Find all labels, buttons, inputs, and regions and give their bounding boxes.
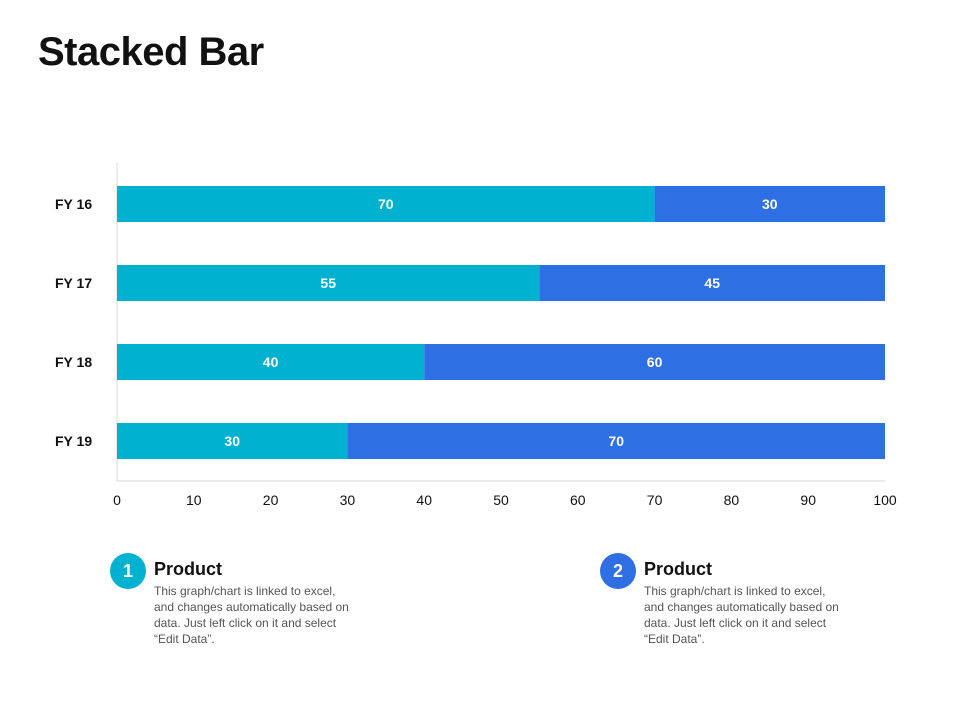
- bar-segment: [424, 344, 885, 380]
- page-title: Stacked Bar: [38, 30, 264, 74]
- x-tick-label: 40: [416, 492, 432, 508]
- y-category-label: FY 19: [55, 433, 92, 449]
- x-tick-label: 70: [647, 492, 663, 508]
- bar-data-label: 60: [647, 354, 663, 370]
- bar-segment: [117, 186, 655, 222]
- x-tick-label: 80: [724, 492, 740, 508]
- bar-segment: [654, 186, 885, 222]
- x-tick-label: 20: [263, 492, 279, 508]
- legend-title-1: Product: [154, 559, 223, 579]
- x-tick-label: 10: [186, 492, 202, 508]
- bar-segment: [117, 423, 348, 459]
- y-category-label: FY 18: [55, 354, 92, 370]
- legend-description-2: This graph/chart is linked to excel, and…: [644, 584, 839, 646]
- legend-title-2: Product: [644, 559, 713, 579]
- legend-number-badge-2: 2: [600, 553, 636, 589]
- bar-segment: [539, 265, 885, 301]
- legend-number-badge-1: 1: [110, 553, 146, 589]
- y-category-label: FY 17: [55, 275, 92, 291]
- bar-data-label: 55: [320, 275, 336, 291]
- bar-segment: [117, 344, 425, 380]
- bar-segment: [347, 423, 885, 459]
- x-tick-label: 60: [570, 492, 586, 508]
- x-tick-label: 0: [113, 492, 121, 508]
- bar-segment: [117, 265, 540, 301]
- x-tick-label: 50: [493, 492, 509, 508]
- y-category-label: FY 16: [55, 196, 92, 212]
- bar-data-label: 70: [608, 433, 624, 449]
- bar-data-label: 45: [704, 275, 720, 291]
- legend-description-1: This graph/chart is linked to excel, and…: [154, 584, 349, 646]
- bar-data-label: 40: [263, 354, 279, 370]
- x-tick-label: 90: [800, 492, 816, 508]
- x-tick-label: 100: [873, 492, 897, 508]
- bar-data-label: 30: [762, 196, 778, 212]
- x-tick-label: 30: [340, 492, 356, 508]
- bar-data-label: 30: [224, 433, 240, 449]
- bar-data-label: 70: [378, 196, 394, 212]
